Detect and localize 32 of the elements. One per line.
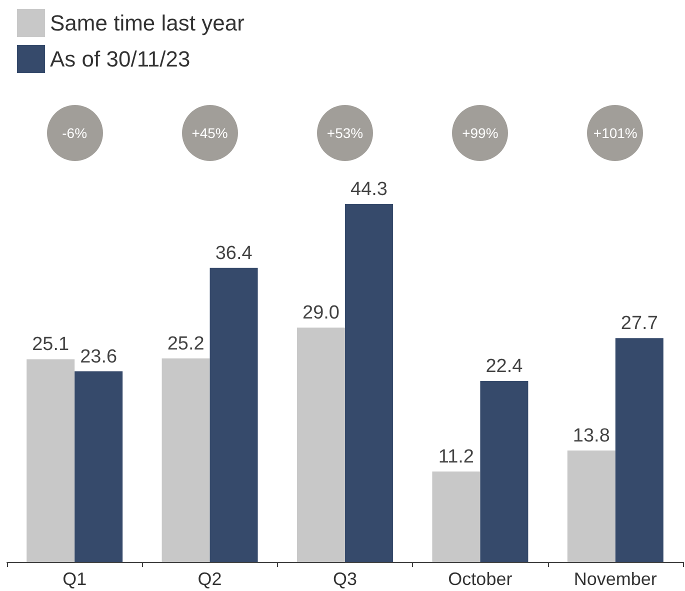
bar: [210, 268, 258, 562]
circle-badge: +53%: [317, 105, 373, 161]
bar: [480, 381, 528, 562]
x-tick-label: Q2: [198, 569, 222, 589]
data-label: 36.4: [215, 242, 253, 264]
circle-badge: +101%: [587, 105, 644, 161]
bar: [297, 328, 345, 562]
data-label: 11.2: [438, 446, 474, 468]
data-label: 13.8: [572, 425, 610, 446]
x-tick-label: October: [448, 569, 512, 589]
legend-label: As of 30/11/23: [50, 46, 190, 72]
x-tick-label: November: [574, 569, 657, 589]
circle-badge: +45%: [182, 105, 238, 161]
bar: [432, 472, 480, 562]
x-tick-label: Q1: [62, 569, 87, 589]
data-label: 25.2: [167, 333, 204, 354]
bar: [345, 204, 393, 562]
bar: [74, 371, 123, 562]
data-label: 22.4: [486, 356, 524, 378]
data-label: 29.0: [302, 302, 340, 324]
bar: [615, 338, 664, 562]
bar: [567, 450, 616, 562]
legend-label: Same time last year: [50, 10, 244, 36]
data-label: 25.1: [32, 334, 70, 356]
circle-badge: +99%: [452, 105, 508, 161]
data-label: 27.7: [620, 313, 658, 334]
bar: [26, 359, 75, 562]
data-label: 23.6: [80, 346, 118, 368]
data-label: 44.3: [350, 179, 388, 200]
circle-badge: -6%: [46, 105, 103, 161]
bar: [162, 358, 210, 562]
x-tick-label: Q3: [332, 569, 358, 589]
